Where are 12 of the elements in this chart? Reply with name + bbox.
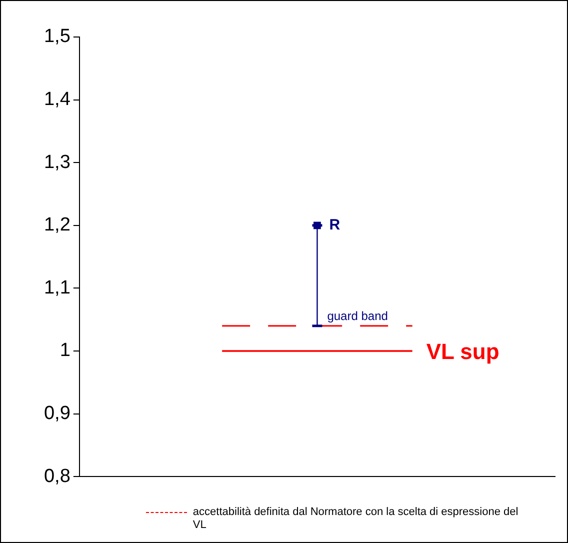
y-tick-label: 0,8 [44,466,70,487]
y-tick-label: 1,4 [44,89,71,110]
annotation: guard band [327,309,388,324]
y-tick-label: 1,2 [44,214,70,236]
series-label: R [329,216,340,234]
legend-label: accettabilità definita dal Normatore con la scelta di espressione del VL [192,506,520,532]
y-tick-label: 1,3 [44,152,70,173]
y-tick-label: 1,1 [44,277,70,298]
ref-line-label: VL sup [426,339,500,364]
y-tick-label: 1 [60,340,70,362]
y-tick-label: 0,9 [44,403,70,424]
y-tick-label: 1,5 [44,26,70,48]
